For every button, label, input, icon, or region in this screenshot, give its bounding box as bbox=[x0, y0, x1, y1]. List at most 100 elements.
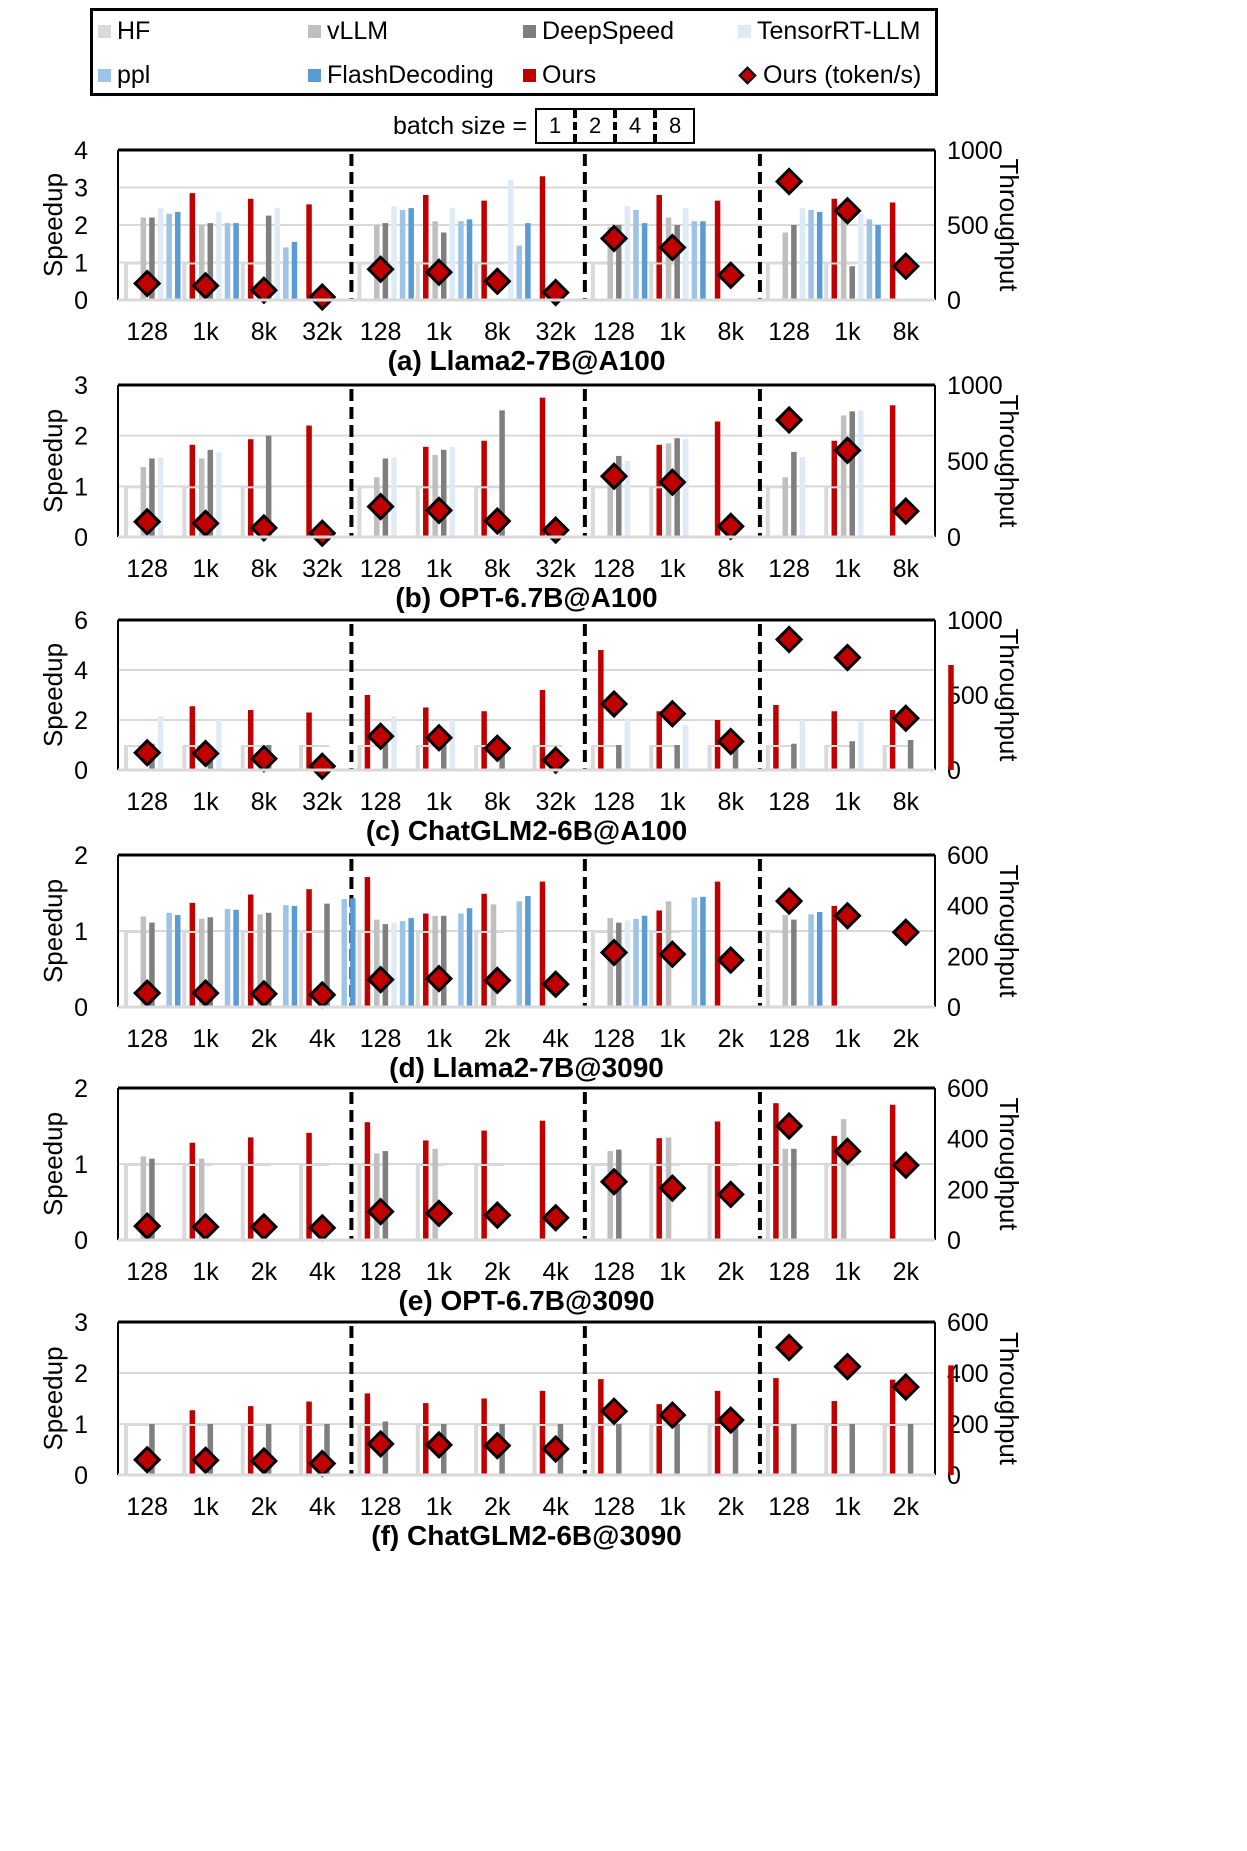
panel-e-caption: (e) OPT-6.7B@3090 bbox=[398, 1285, 654, 1316]
panel-a-bar-ours bbox=[189, 193, 196, 300]
panel-e-bar-ours bbox=[831, 1135, 838, 1240]
panel-a-bar-flashdecoding bbox=[233, 223, 239, 300]
panel-b-bar-deepspeed bbox=[265, 435, 272, 537]
panel-e-x-tick-label: 2k bbox=[718, 1258, 745, 1286]
panel-e-x-tick-label: 4k bbox=[542, 1258, 569, 1286]
panel-d-bar-hf bbox=[299, 931, 304, 1007]
panel-e-x-tick-label: 4k bbox=[309, 1258, 336, 1286]
panel-c-bar-hf-top bbox=[419, 745, 446, 747]
panel-a-bar-tensorrt-llm bbox=[449, 208, 456, 300]
panel-c-bar-deepspeed bbox=[907, 740, 914, 770]
panel-e-throughput-marker bbox=[833, 1137, 862, 1166]
panel-a-bar-tensorrt-llm bbox=[274, 208, 281, 300]
panel-d-bar-ours bbox=[656, 910, 662, 1007]
panel-d-bar-ours bbox=[247, 894, 254, 1007]
panel-e-bar-deepspeed bbox=[616, 1149, 622, 1240]
panel-f-y-tick-label: 1 bbox=[74, 1411, 88, 1439]
panel-a-bar-ppl bbox=[516, 245, 523, 300]
panel-f-bar-hf bbox=[124, 1424, 128, 1475]
panel-a-bar-ppl bbox=[399, 210, 406, 300]
panel-b-bar-deepspeed bbox=[616, 455, 622, 537]
panel-d-bar-hf bbox=[765, 931, 770, 1007]
panel-c-bar-hf-top bbox=[361, 745, 388, 747]
panel-a-caption: (a) Llama2-7B@A100 bbox=[388, 345, 666, 376]
panel-f-bar-hf bbox=[765, 1424, 770, 1475]
panel-f-bar-hf bbox=[182, 1424, 187, 1475]
panel-a-bar-flashdecoding bbox=[525, 223, 531, 300]
panel-a-bar-ours bbox=[714, 200, 721, 300]
panel-f-bar-hf-top bbox=[361, 1424, 388, 1426]
panel-c-bar-hf-top bbox=[653, 745, 680, 747]
panel-a-bar-ours bbox=[481, 200, 487, 300]
panel-a-throughput-marker bbox=[483, 267, 512, 296]
legend-item-hf: HF bbox=[98, 17, 150, 46]
panel-d-bar-vllm bbox=[432, 915, 438, 1007]
panel-e-x-tick-label: 128 bbox=[593, 1258, 635, 1286]
legend-label: FlashDecoding bbox=[327, 61, 494, 89]
panel-b-bar-hf bbox=[824, 486, 829, 537]
panel-f-x-tick-label: 128 bbox=[126, 1493, 168, 1521]
panel-e-bar-ours bbox=[189, 1142, 196, 1240]
panel-f-bar-hf bbox=[415, 1424, 420, 1475]
panel-f-throughput-marker bbox=[599, 1397, 629, 1426]
panel-d-bar-flashdecoding bbox=[350, 898, 356, 1007]
panel-a-bar-flashdecoding bbox=[700, 221, 706, 300]
panel-a-bar-ppl bbox=[283, 247, 289, 300]
panel-c-bar-tensorrt-llm bbox=[449, 720, 456, 770]
panel-b-throughput-marker bbox=[483, 506, 512, 536]
legend-swatch bbox=[523, 69, 536, 82]
panel-f-bar-ours bbox=[306, 1401, 312, 1475]
panel-f-bar-ours bbox=[598, 1379, 604, 1475]
panel-b-throughput-marker bbox=[833, 436, 862, 465]
legend-label: DeepSpeed bbox=[542, 17, 675, 45]
panel-c-bar-ours bbox=[481, 711, 487, 770]
panel-c-bar-ours bbox=[948, 665, 954, 770]
panel-a-x-tick-label: 32k bbox=[302, 318, 343, 346]
panel-d-bar-tensorrt-llm bbox=[624, 920, 631, 1007]
panel-f-bar-deepspeed bbox=[324, 1424, 330, 1475]
panel-f-throughput-marker bbox=[191, 1446, 220, 1475]
panel-b-x-tick-label: 128 bbox=[126, 555, 168, 583]
panel-d-bar-flashdecoding bbox=[700, 896, 706, 1007]
panel-e-bar-ours bbox=[247, 1137, 254, 1240]
panel-c-bar-tensorrt-llm bbox=[624, 718, 631, 770]
panel-a-bar-flashdecoding bbox=[466, 219, 473, 300]
panel-f-throughput-marker bbox=[133, 1445, 162, 1474]
panel-d-bar-flashdecoding bbox=[525, 896, 531, 1007]
panel-b-bar-tensorrt-llm bbox=[683, 439, 689, 537]
panel-f-y-tick-label: 2 bbox=[74, 1360, 88, 1388]
panel-a-throughput-marker bbox=[249, 276, 279, 305]
panel-d-bar-vllm bbox=[374, 919, 380, 1007]
panel-c-throughput-marker bbox=[599, 689, 629, 719]
batch-size-indicator: batch size = 1 2 4 8 bbox=[393, 108, 696, 144]
panel-c-throughput-marker bbox=[774, 625, 804, 654]
panel-d-bar-flashdecoding bbox=[641, 915, 648, 1007]
panel-e-throughput-marker bbox=[249, 1212, 279, 1241]
panel-c-y2-tick-label: 1000 bbox=[947, 607, 1003, 635]
panel-b-x-tick-label: 32k bbox=[302, 555, 343, 583]
panel-c-bar-deepspeed bbox=[732, 745, 739, 770]
panel-a-x-tick-label: 8k bbox=[251, 318, 278, 346]
panel-b-x-tick-label: 8k bbox=[251, 555, 278, 583]
panel-c-bar-ours bbox=[423, 707, 429, 770]
panel-a-bar-ours bbox=[831, 198, 838, 300]
panel-c-bar-ours bbox=[773, 705, 779, 770]
panel-c-throughput-marker bbox=[716, 727, 745, 756]
panel-f-bar-hf bbox=[882, 1424, 887, 1475]
panel-c-x-tick-label: 1k bbox=[426, 788, 453, 816]
panel-e-bar-vllm bbox=[140, 1156, 147, 1240]
panel-d-bar-vllm bbox=[140, 916, 147, 1007]
panel-a-x-tick-label: 8k bbox=[718, 318, 745, 346]
panel-a-bar-flashdecoding bbox=[641, 223, 648, 300]
panel-a-bar-deepspeed bbox=[849, 266, 855, 300]
panel-f-bar-hf bbox=[474, 1424, 479, 1475]
panel-f-x-tick-label: 1k bbox=[834, 1493, 861, 1521]
panel-c-x-tick-label: 32k bbox=[536, 788, 577, 816]
panel-a-bar-hf bbox=[474, 262, 479, 300]
panel-f-bar-deepspeed bbox=[791, 1424, 797, 1475]
panel-d-y-tick-label: 2 bbox=[74, 842, 88, 870]
panel-d-bar-flashdecoding bbox=[466, 908, 473, 1007]
panel-e-bar-ours bbox=[306, 1132, 312, 1240]
panel-d-bar-hf bbox=[240, 931, 245, 1007]
panel-d-throughput-marker bbox=[191, 978, 220, 1008]
